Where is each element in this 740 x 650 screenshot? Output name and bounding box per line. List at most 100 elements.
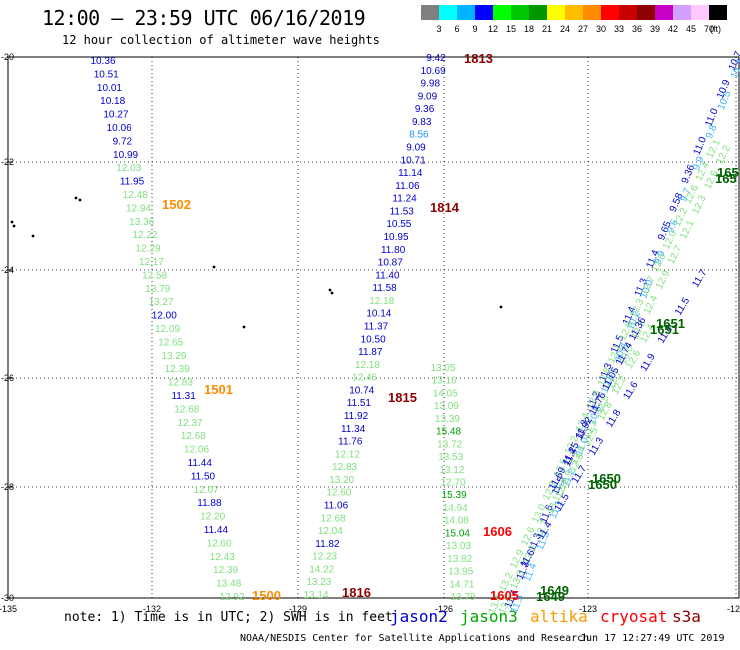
- wave-height-value: 8.56: [409, 130, 429, 141]
- wave-height-value: 13.14: [303, 590, 328, 601]
- wave-height-value: 12.12: [335, 449, 360, 460]
- pass-time-label: 165: [717, 165, 739, 180]
- legend-swatch: [709, 5, 727, 20]
- wave-height-value: 12.00: [152, 311, 177, 322]
- wave-height-value: 12.94: [126, 203, 151, 214]
- timestamp: Jun 17 12:27:49 UTC 2019: [580, 633, 725, 644]
- wave-height-value: 14.71: [449, 579, 474, 590]
- wave-height-value: 9.42: [426, 53, 446, 64]
- legend-swatch: [655, 5, 673, 20]
- map-frame: [7, 56, 740, 599]
- pass-time-label: 1650: [588, 477, 617, 492]
- lat-label: -24: [1, 265, 14, 275]
- satellite-label-altika: altika: [530, 607, 588, 626]
- wave-height-value: 13.95: [448, 567, 473, 578]
- wave-height-value: 11.53: [390, 206, 415, 217]
- legend-swatch: [673, 5, 691, 20]
- legend-tick-label: 9: [472, 24, 478, 34]
- legend-tick-label: 27: [577, 24, 588, 34]
- wave-height-value: 13.27: [149, 297, 174, 308]
- pass-time-label: 1650: [592, 471, 621, 486]
- wave-height-value: 12.18: [355, 360, 380, 371]
- wave-height-value: 9.72: [113, 136, 133, 147]
- wave-height-value: 12.20: [200, 512, 225, 523]
- wave-height-value: 12.39: [213, 565, 238, 576]
- wave-height-value: 10.55: [386, 219, 411, 230]
- wave-height-value: 14.22: [309, 564, 334, 575]
- wave-height-value: 12.92: [219, 592, 244, 603]
- wave-height-value: 11.82: [315, 539, 340, 550]
- wave-height-value: 13.05: [430, 363, 455, 374]
- wave-height-value: 11.76: [338, 437, 363, 448]
- island-marker: [78, 198, 82, 202]
- wave-height-value: 13.20: [329, 475, 354, 486]
- wave-height-value: 12.68: [174, 404, 199, 415]
- wave-height-value: 12.03: [116, 163, 141, 174]
- legend-tick-label: 70: [703, 24, 714, 34]
- wave-height-value: 10.99: [113, 150, 138, 161]
- wave-height-value: 13.79: [450, 592, 475, 603]
- island-marker: [212, 265, 216, 269]
- wave-height-value: 11.88: [197, 498, 222, 509]
- wave-height-value: 14.05: [433, 388, 458, 399]
- wave-height-value: 11.44: [204, 525, 229, 536]
- wave-height-value: 9.6: [665, 217, 681, 234]
- legend-swatch: [583, 5, 601, 20]
- wave-height-value: 10.7: [729, 58, 740, 81]
- legend-tick-label: 39: [649, 24, 660, 34]
- legend-tick-label: 18: [523, 24, 534, 34]
- wave-height-value: 11.24: [392, 194, 417, 205]
- legend-swatch: [475, 5, 493, 20]
- wave-height-value: 13.03: [446, 541, 471, 552]
- wave-height-value: 10.74: [349, 385, 374, 396]
- legend-swatch: [439, 5, 457, 20]
- map-subtitle: 12 hour collection of altimeter wave hei…: [62, 33, 380, 47]
- wave-height-value: 13.09: [434, 401, 459, 412]
- legend-tick-label: 42: [667, 24, 678, 34]
- wave-height-value: 15.48: [436, 427, 461, 438]
- wave-height-value: 13.29: [161, 351, 186, 362]
- lon-label: -129: [289, 604, 307, 614]
- satellite-label-cryosat: cryosat: [600, 607, 668, 626]
- legend-tick-label: 6: [454, 24, 460, 34]
- legend-tick-label: 33: [613, 24, 624, 34]
- wave-height-value: 9.98: [421, 79, 441, 90]
- wave-height-value: 9.83: [412, 117, 432, 128]
- wave-height-value: 15.04: [445, 528, 470, 539]
- wave-height-value: 11.14: [398, 168, 423, 179]
- wave-height-value: 11.37: [364, 322, 389, 333]
- pass-time-label: 1815: [388, 390, 417, 405]
- wave-height-value: 12.48: [123, 190, 148, 201]
- wave-height-value: 15.39: [442, 490, 467, 501]
- wave-height-value: 11.34: [341, 424, 366, 435]
- wave-height-value: 9.36: [415, 104, 435, 115]
- wave-height-value: 10.36: [90, 56, 115, 67]
- wave-height-value: 12.37: [178, 418, 203, 429]
- lat-label: -30: [1, 593, 14, 603]
- pass-time-label: 165: [715, 171, 737, 186]
- island-layer: [10, 196, 503, 329]
- wave-height-value: 12.83: [332, 462, 357, 473]
- wave-height-value: 9.9: [691, 155, 707, 172]
- wave-height-value: 13.12: [439, 465, 464, 476]
- wave-height-value: 11.58: [372, 283, 397, 294]
- lat-lon-grid: [7, 56, 740, 599]
- wave-height-value: 11.06: [324, 501, 349, 512]
- pass-time-label: 1651: [650, 322, 679, 337]
- pass-time-label: 1500: [252, 588, 281, 603]
- legend-swatch: [547, 5, 565, 20]
- wave-height-value: 12.18: [369, 296, 394, 307]
- wave-height-value: 11.7: [690, 267, 709, 289]
- legend-tick-label: 12: [487, 24, 498, 34]
- wave-height-value: 9.9: [652, 249, 668, 266]
- pass-time-label: 1502: [162, 197, 191, 212]
- wave-height-value: 12.70: [440, 478, 465, 489]
- island-marker: [499, 305, 503, 309]
- pass-time-label: 1813: [464, 51, 493, 66]
- wave-height-value: 13.53: [438, 452, 463, 463]
- wave-height-value: 12.60: [326, 488, 351, 499]
- satellite-label-jason3: jason3: [460, 607, 518, 626]
- wave-height-value: 10.51: [94, 69, 119, 80]
- wave-height-value: 10.95: [383, 232, 408, 243]
- wave-height-value: 9.8: [704, 123, 720, 140]
